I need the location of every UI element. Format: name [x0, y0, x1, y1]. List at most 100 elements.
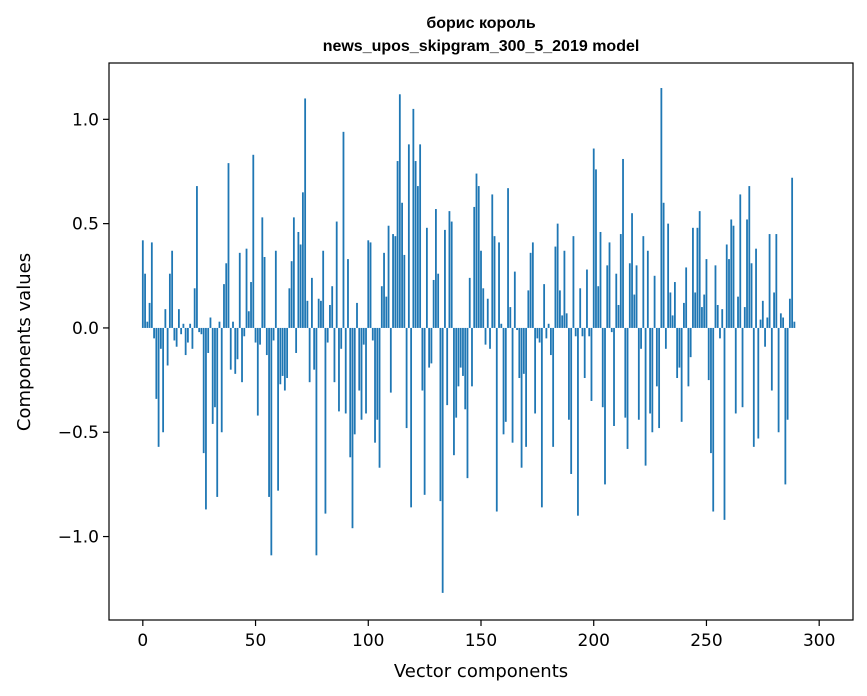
- bar-component-26: [200, 327, 203, 335]
- bar-component-89: [342, 131, 345, 328]
- bar-component-61: [279, 327, 282, 385]
- bar-component-208: [610, 327, 613, 333]
- bar-component-10: [164, 309, 167, 328]
- bar-component-136: [448, 211, 451, 328]
- bar-component-210: [615, 273, 618, 328]
- bar-component-123: [419, 144, 422, 328]
- bar-component-257: [721, 309, 724, 328]
- bar-component-53: [261, 217, 264, 328]
- bar-component-70: [299, 244, 302, 328]
- bar-component-142: [462, 327, 464, 376]
- bar-component-59: [274, 250, 277, 328]
- bar-component-288: [791, 177, 794, 328]
- bar-component-163: [509, 307, 512, 328]
- bar-component-86: [335, 221, 338, 328]
- y-axis-label: Components values: [14, 253, 35, 431]
- bar-component-190: [570, 327, 573, 474]
- bar-component-221: [640, 327, 642, 349]
- bar-component-249: [703, 294, 706, 328]
- bar-component-149: [477, 186, 480, 328]
- bar-component-112: [394, 236, 397, 328]
- bar-component-75: [311, 277, 313, 328]
- bar-component-55: [265, 327, 268, 356]
- bar-component-264: [737, 296, 739, 328]
- bar-component-54: [263, 257, 266, 328]
- bar-component-30: [209, 317, 212, 328]
- bar-component-228: [655, 327, 658, 387]
- bar-component-15: [175, 327, 178, 347]
- bar-component-268: [746, 219, 748, 328]
- plot-frame: [108, 62, 854, 621]
- bar-component-204: [601, 327, 604, 408]
- bar-component-159: [500, 323, 503, 328]
- bar-component-100: [367, 240, 370, 328]
- bar-component-237: [676, 327, 679, 379]
- bar-component-122: [416, 186, 419, 328]
- bar-component-36: [223, 284, 225, 328]
- bar-component-175: [536, 327, 539, 339]
- bar-component-263: [734, 327, 737, 414]
- bar-component-154: [489, 327, 491, 349]
- bar-component-16: [177, 309, 180, 328]
- bar-component-256: [719, 327, 721, 339]
- bar-component-232: [664, 327, 667, 349]
- bar-component-93: [351, 327, 354, 529]
- bar-component-243: [689, 327, 692, 358]
- bar-component-198: [588, 327, 591, 337]
- bar-component-104: [376, 327, 379, 420]
- bar-component-107: [383, 252, 385, 328]
- bar-component-145: [468, 277, 471, 328]
- bar-component-182: [552, 327, 555, 447]
- bar-series: [141, 88, 796, 593]
- bar-component-67: [292, 217, 295, 328]
- bar-component-161: [504, 327, 507, 422]
- bar-component-196: [583, 327, 586, 379]
- bar-component-108: [385, 296, 388, 328]
- bar-component-229: [658, 327, 661, 429]
- bar-component-148: [475, 173, 478, 328]
- bar-component-14: [173, 327, 176, 341]
- bar-component-129: [432, 279, 435, 328]
- bar-component-150: [480, 250, 482, 328]
- bar-component-285: [784, 327, 787, 485]
- bar-component-96: [358, 327, 361, 391]
- bar-component-191: [572, 236, 575, 328]
- x-tick-label: 100: [352, 631, 384, 651]
- bar-component-130: [435, 209, 437, 328]
- bar-component-217: [631, 213, 633, 328]
- bar-component-4: [150, 242, 153, 328]
- x-tick-label: 50: [245, 631, 267, 651]
- bar-component-238: [678, 327, 681, 368]
- bar-component-173: [531, 242, 534, 328]
- bar-component-167: [518, 327, 521, 379]
- x-axis-label: Vector components: [394, 661, 568, 682]
- bar-component-183: [554, 246, 557, 328]
- bar-component-194: [579, 288, 582, 328]
- bar-component-282: [777, 327, 780, 433]
- bar-component-49: [252, 154, 255, 328]
- y-tick-label: −0.5: [58, 423, 99, 443]
- y-tick-label: 1.0: [72, 110, 99, 130]
- bar-component-128: [430, 327, 433, 364]
- bar-component-203: [599, 231, 602, 328]
- x-tick-label: 200: [578, 631, 610, 651]
- bar-component-178: [543, 284, 546, 328]
- bar-component-215: [626, 327, 629, 449]
- bar-component-177: [540, 327, 543, 508]
- bar-component-29: [207, 327, 210, 353]
- y-tick-label: 0.0: [72, 319, 99, 339]
- bar-component-5: [153, 327, 155, 339]
- bar-component-211: [617, 304, 620, 328]
- bar-component-40: [232, 321, 234, 328]
- bar-component-88: [340, 327, 343, 349]
- bar-component-164: [511, 327, 514, 443]
- bar-component-114: [398, 94, 401, 328]
- bar-component-266: [741, 327, 744, 408]
- bar-component-162: [507, 188, 509, 328]
- bar-component-134: [444, 229, 446, 328]
- bar-component-131: [437, 273, 440, 328]
- bar-component-56: [268, 327, 270, 497]
- bar-component-234: [669, 292, 672, 328]
- bar-component-192: [574, 327, 577, 337]
- bar-component-207: [608, 242, 611, 328]
